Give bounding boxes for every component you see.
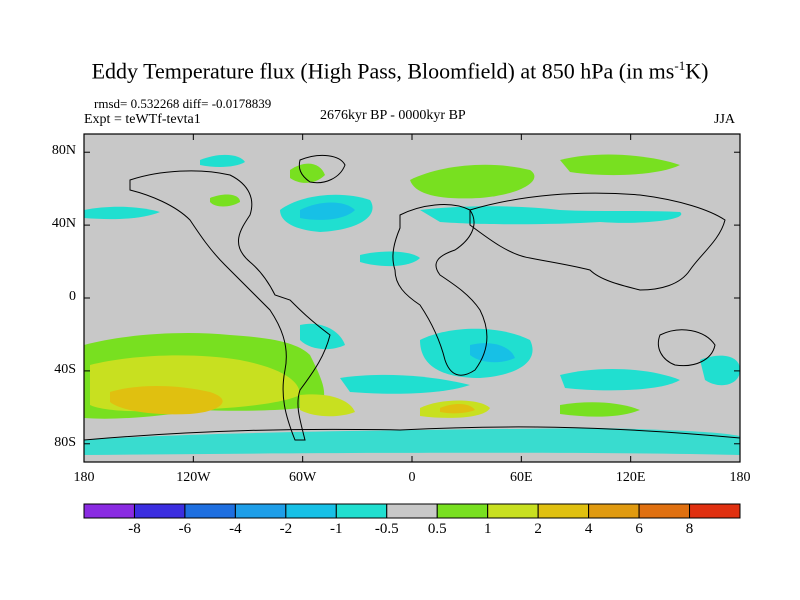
colorbar-label: -8	[128, 521, 141, 537]
x-tick-label: 120E	[615, 470, 646, 485]
europe-africa-coastline	[392, 204, 488, 376]
flux-anomaly-field	[84, 154, 740, 455]
negative-region	[340, 374, 470, 394]
stats-label: rmsd= 0.532268 diff= -0.0178839	[94, 96, 272, 111]
colorbar-label: 8	[685, 521, 694, 537]
positive-region	[410, 164, 535, 199]
australia-coastline	[657, 329, 716, 367]
positive-region	[440, 404, 475, 414]
positive-region	[560, 402, 640, 417]
colorbar-box	[638, 503, 691, 519]
x-tick-label: 180	[73, 470, 95, 485]
x-tick-label: 60E	[510, 470, 533, 485]
negative-region	[300, 202, 355, 220]
negative-region	[470, 343, 515, 363]
colorbar-box	[83, 503, 135, 519]
americas-coastline	[129, 170, 331, 441]
positive-region	[560, 154, 680, 176]
y-tick-label: 80S	[54, 434, 76, 450]
negative-region	[200, 154, 245, 167]
x-tick-label: 60W	[289, 470, 317, 485]
y-tick-label: 0	[69, 289, 76, 304]
colorbar-label: 2	[534, 521, 542, 537]
experiment-label: Expt = teWTf-tevta1	[84, 112, 201, 127]
colorbar-label: 1	[483, 521, 492, 537]
colorbar-label: -6	[178, 521, 192, 537]
y-tick-label: 40S	[54, 361, 76, 377]
positive-region	[110, 385, 223, 415]
greenland-coastline	[298, 154, 346, 184]
negative-region	[420, 206, 682, 225]
colorbar-box	[335, 503, 388, 519]
y-tick-label: 80N	[51, 143, 76, 159]
colorbar-label: 4	[584, 521, 593, 537]
map-title: Eddy Temperature flux (High Pass, Bloomf…	[91, 58, 709, 84]
x-tick-label: 180	[729, 470, 751, 485]
colorbar-box	[689, 503, 741, 519]
colorbar-box	[234, 503, 287, 519]
colorbar-box	[537, 503, 590, 519]
colorbar-label: -2	[279, 521, 293, 537]
x-tick-label: 120W	[176, 470, 211, 485]
colorbar-box	[133, 503, 186, 519]
colorbar-label: -0.5	[374, 521, 399, 537]
colorbar-box	[184, 503, 236, 519]
colorbar-label: 0.5	[427, 521, 447, 537]
x-tick-label: 0	[408, 470, 416, 485]
positive-region	[300, 394, 355, 417]
colorbar-box	[487, 503, 539, 519]
positive-region	[210, 194, 240, 207]
colorbar-box	[386, 503, 438, 519]
colorbar-box	[285, 503, 337, 519]
negative-region	[300, 323, 345, 350]
negative-region	[700, 355, 740, 386]
colorbar-label: -1	[330, 521, 343, 537]
period-label: 2676kyr BP - 0000kyr BP	[320, 108, 466, 123]
colorbar-label: -4	[229, 521, 242, 537]
antarctica-coastline	[84, 426, 740, 441]
asia-coastline	[469, 192, 726, 291]
coastlines	[84, 154, 740, 441]
colorbar-box	[436, 503, 489, 519]
negative-region	[84, 428, 740, 455]
negative-region	[84, 206, 160, 220]
negative-region	[560, 368, 680, 391]
positive-region	[290, 163, 325, 183]
axis-ticks	[83, 134, 741, 462]
negative-region	[360, 251, 420, 267]
y-tick-label: 40N	[51, 216, 76, 232]
colorbar-label: 6	[635, 521, 643, 537]
colorbar-box	[588, 503, 640, 519]
season-label: JJA	[714, 112, 736, 127]
